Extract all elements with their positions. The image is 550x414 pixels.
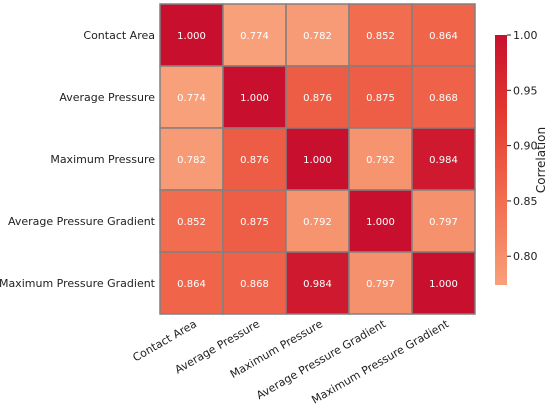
heatmap-cell-r4-c4 (411, 251, 476, 315)
row-label-4: Maximum Pressure Gradient (0, 277, 156, 290)
row-labels: Contact Area Average Pressure Maximum Pres… (0, 29, 156, 290)
heatmap-cell-value-r4-c1: 0.868 (240, 279, 269, 290)
heatmap-cell-r2-c1 (222, 127, 287, 191)
heatmap-cell-r3-c0 (159, 189, 224, 253)
heatmap-cell-r3-c1 (222, 189, 287, 253)
heatmap-cell-r4-c1 (222, 251, 287, 315)
heatmap-cell-value-r1-c4: 0.868 (429, 93, 458, 104)
row-label-2: Maximum Pressure (50, 153, 155, 166)
heatmap-cell-r1-c0 (159, 65, 224, 129)
heatmap-cell-value-r1-c3: 0.875 (366, 93, 395, 104)
colorbar-gradient (495, 35, 507, 285)
heatmap-cell-value-r3-c3: 1.000 (366, 217, 395, 228)
heatmap-cell-r0-c0 (159, 3, 224, 67)
row-label-0: Contact Area (83, 29, 155, 42)
heatmap-cell-r1-c4 (411, 65, 476, 129)
heatmap-cell-value-r1-c0: 0.774 (177, 93, 206, 104)
heatmap-cell-value-r2-c3: 0.792 (366, 155, 395, 166)
colorbar-tick-label-4: 1.00 (513, 29, 538, 42)
heatmap-cell-value-r0-c4: 0.864 (429, 31, 458, 42)
heatmap-cell-value-r2-c0: 0.782 (177, 155, 206, 166)
heatmap-cell-value-r4-c3: 0.797 (366, 279, 395, 290)
heatmap-cell-r3-c4 (411, 189, 476, 253)
heatmap-cell-value-r1-c2: 0.876 (303, 93, 332, 104)
heatmap-cell-value-r2-c2: 1.000 (303, 155, 332, 166)
heatmap-cell-value-r0-c2: 0.782 (303, 31, 332, 42)
heatmap-cells: 1.000 0.774 0.782 0.852 0.864 0.774 1.000 0.876… (159, 3, 476, 315)
heatmap-cell-r4-c2 (285, 251, 350, 315)
colorbar: 0.80 0.85 0.90 0.95 1.00 Correlation (495, 29, 548, 285)
heatmap-cell-value-r3-c2: 0.792 (303, 217, 332, 228)
heatmap-cell-r3-c3 (348, 189, 413, 253)
heatmap-cell-r0-c1 (222, 3, 287, 67)
colorbar-tick-label-3: 0.95 (513, 84, 538, 97)
heatmap-cell-value-r4-c2: 0.984 (303, 279, 332, 290)
heatmap-cell-r3-c2 (285, 189, 350, 253)
colorbar-label: Correlation (534, 127, 548, 193)
heatmap-cell-value-r3-c0: 0.852 (177, 217, 206, 228)
heatmap-cell-value-r4-c0: 0.864 (177, 279, 206, 290)
colorbar-tick-label-0: 0.80 (513, 250, 538, 263)
heatmap-cell-value-r2-c1: 0.876 (240, 155, 269, 166)
heatmap-cell-value-r0-c0: 1.000 (177, 31, 206, 42)
heatmap-cell-r1-c2 (285, 65, 350, 129)
heatmap-cell-r2-c3 (348, 127, 413, 191)
row-label-3: Average Pressure Gradient (8, 215, 156, 228)
colorbar-tick-label-1: 0.85 (513, 195, 538, 208)
colorbar-tick-label-2: 0.90 (513, 140, 538, 153)
heatmap-cell-value-r4-c4: 1.000 (429, 279, 458, 290)
heatmap-cell-value-r0-c1: 0.774 (240, 31, 269, 42)
heatmap-cell-value-r3-c4: 0.797 (429, 217, 458, 228)
heatmap-cell-value-r1-c1: 1.000 (240, 93, 269, 104)
heatmap-cell-value-r2-c4: 0.984 (429, 155, 458, 166)
colorbar-ticks: 0.80 0.85 0.90 0.95 1.00 (507, 29, 538, 263)
heatmap-cell-value-r0-c3: 0.852 (366, 31, 395, 42)
heatmap-cell-r4-c0 (159, 251, 224, 315)
heatmap-cell-value-r3-c1: 0.875 (240, 217, 269, 228)
row-label-1: Average Pressure (59, 91, 155, 104)
